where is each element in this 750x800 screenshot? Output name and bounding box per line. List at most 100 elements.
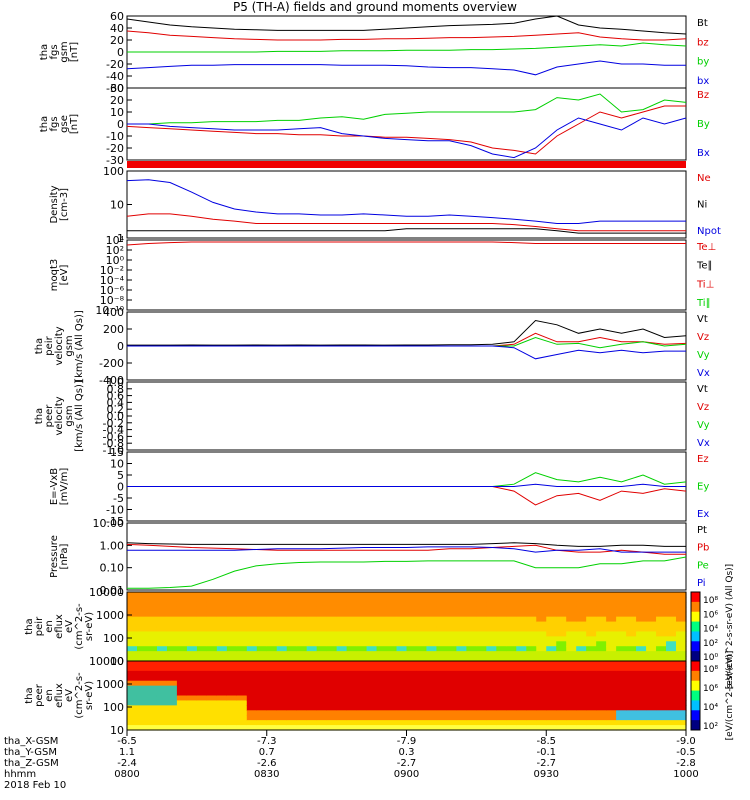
peer_eflux-cell <box>606 720 617 726</box>
peer_eflux-cell <box>286 680 298 687</box>
peir_eflux-cell <box>186 606 198 613</box>
peir_eflux-cell <box>536 646 547 652</box>
peir_eflux-cell <box>636 611 647 618</box>
peir_eflux-cell <box>466 592 477 598</box>
peer_eflux-cell <box>446 710 458 716</box>
peir_eflux-cell <box>676 626 687 633</box>
peer_eflux-cell <box>436 665 448 672</box>
peer_eflux-cell <box>266 670 278 677</box>
peer_eflux-cell <box>216 685 228 692</box>
peer_eflux-cell <box>526 695 537 702</box>
pressure-series-Pb <box>126 543 686 555</box>
peir_eflux-cell <box>156 596 168 603</box>
peer_eflux-cell <box>236 725 248 731</box>
peir_eflux-cell <box>356 651 368 657</box>
peer_eflux-cell <box>456 680 467 687</box>
peir_eflux-cell <box>596 656 607 662</box>
peer_eflux-cell <box>176 695 188 702</box>
peir_eflux-cell <box>606 626 617 633</box>
peer_eflux-cell <box>546 695 557 702</box>
peir_eflux-cell <box>546 626 557 633</box>
peir_eflux-cell <box>546 636 557 642</box>
peir_eflux-cell <box>396 646 408 652</box>
peer_eflux-cell <box>346 715 358 721</box>
peir_eflux-colorbar-seg <box>691 611 700 623</box>
peir_eflux-cell <box>166 592 178 598</box>
peir_eflux-cell <box>286 641 298 647</box>
peir_eflux-cell <box>346 592 358 598</box>
peer_eflux-cell <box>326 715 338 721</box>
peer_eflux-cell <box>196 715 208 721</box>
peer_eflux-cell <box>326 710 338 716</box>
peir_eflux-cell <box>346 601 358 608</box>
peer_eflux-cell <box>396 710 408 716</box>
peer_eflux-cell <box>186 675 198 682</box>
peer_eflux-cell <box>596 665 607 672</box>
peir_eflux-cell <box>196 592 208 598</box>
peer_eflux-cell <box>186 715 198 721</box>
peer_eflux-cell <box>236 680 248 687</box>
peer_eflux-cell <box>416 695 428 702</box>
peer_eflux-cell <box>376 695 388 702</box>
peir_eflux-cell <box>426 651 438 657</box>
peer_eflux-cell <box>506 705 517 711</box>
peer_eflux-cell <box>576 705 587 711</box>
peir_eflux-cell <box>306 646 318 652</box>
peir_eflux-cell <box>436 611 448 618</box>
peer_eflux-cell <box>626 675 637 682</box>
peer_eflux-cell <box>536 661 547 667</box>
peir_eflux-cell <box>546 656 557 662</box>
peir_eflux-cell <box>276 611 288 618</box>
peer_eflux-cell <box>476 690 487 697</box>
peer_eflux-cell <box>666 670 677 677</box>
peer_eflux-cell <box>576 661 587 667</box>
peer_eflux-cell <box>386 710 398 716</box>
peir_eflux-cell <box>466 596 477 603</box>
peer_eflux-cell <box>176 680 188 687</box>
peer_eflux-cell <box>306 675 318 682</box>
peer_eflux-cell <box>316 690 328 697</box>
peer_eflux-cell <box>566 685 577 692</box>
peer_eflux-cell <box>246 715 258 721</box>
peer_velocity-ytick-label: -0.8 <box>103 437 124 450</box>
peir_eflux-cell <box>266 616 278 623</box>
peer_eflux-cell <box>286 695 298 702</box>
peer_eflux-cell <box>466 700 477 706</box>
peer_eflux-cell <box>636 705 647 711</box>
peer_eflux-cell <box>506 665 517 672</box>
peer_eflux-cell <box>416 720 428 726</box>
peir_velocity-legend-Vt: Vt <box>697 314 708 325</box>
peir_eflux-cell <box>476 651 487 657</box>
peir_eflux-cell <box>246 626 258 633</box>
peir_eflux-cell <box>606 611 617 618</box>
peer_eflux-cell <box>506 720 517 726</box>
peer_eflux-cell <box>546 675 557 682</box>
peer_eflux-cell <box>356 685 368 692</box>
peir_eflux-cell <box>366 621 378 628</box>
peir_eflux-cell <box>176 616 188 623</box>
peer_eflux-cell <box>566 695 577 702</box>
peer_eflux-cell <box>676 675 687 682</box>
peir_eflux-cell <box>306 601 318 608</box>
peir_eflux-cell <box>536 631 547 637</box>
peer_eflux-cell <box>576 680 587 687</box>
peir_eflux-cell <box>666 636 677 642</box>
peir_eflux-cell <box>566 636 577 642</box>
pressure-ylabel: [nPa] <box>59 543 70 569</box>
peir_eflux-cell <box>166 636 178 642</box>
peer_eflux-cell <box>266 700 278 706</box>
peer_eflux-cell <box>576 690 587 697</box>
peir_eflux-cell <box>586 621 597 628</box>
peer_eflux-cell <box>666 661 677 667</box>
peir_eflux-cell <box>636 616 647 623</box>
peir_eflux-cell <box>296 621 308 628</box>
peir_eflux-cell <box>326 601 338 608</box>
peir_eflux-cell <box>456 611 467 618</box>
peir_eflux-cell <box>306 641 318 647</box>
peer_eflux-cell <box>166 710 178 716</box>
peir_eflux-cell <box>566 611 577 618</box>
peir_eflux-cell <box>376 651 388 657</box>
density-ylabel: Density <box>49 185 60 223</box>
peer_eflux-cell <box>356 695 368 702</box>
peir_eflux-cell <box>566 606 577 613</box>
